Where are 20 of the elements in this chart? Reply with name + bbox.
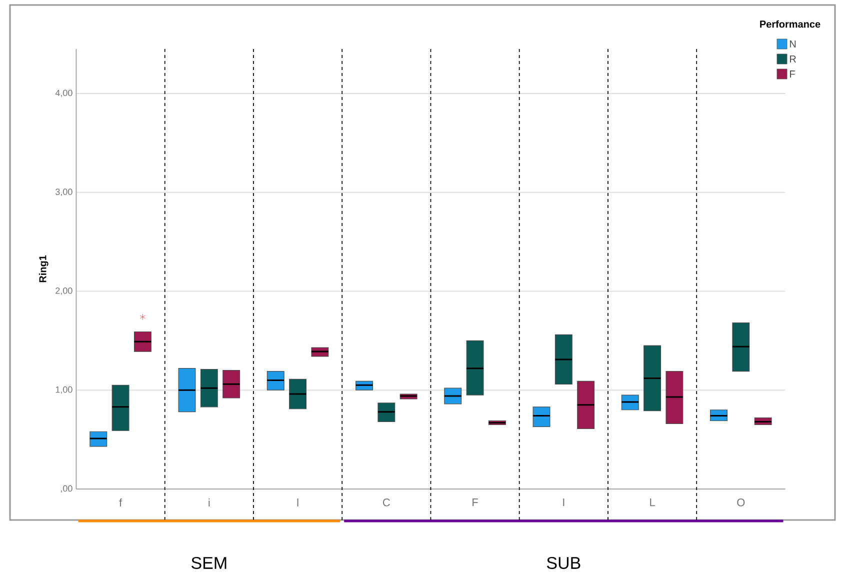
x-tick-label: O bbox=[737, 498, 745, 506]
x-tick-label: f bbox=[119, 498, 122, 506]
y-tick-label: 1,00 bbox=[56, 386, 72, 394]
text: SUB bbox=[546, 556, 580, 569]
y-tick-label: 2,00 bbox=[56, 287, 72, 295]
x-tick-label: F bbox=[472, 498, 478, 506]
legend-label: N bbox=[790, 40, 796, 48]
text: SEM bbox=[192, 556, 226, 569]
legend-label: F bbox=[790, 70, 795, 78]
y-tick-label: ,00 bbox=[60, 485, 72, 493]
x-tick-label: I bbox=[563, 498, 564, 506]
legend-title: Performance bbox=[760, 20, 820, 28]
legend-label: R bbox=[790, 56, 796, 62]
x-tick-label: L bbox=[650, 498, 655, 506]
y-tick-label: 4,00 bbox=[55, 90, 72, 98]
y-tick-label: 3,00 bbox=[56, 188, 72, 196]
x-tick-label: C bbox=[383, 498, 390, 506]
x-tick-label: l bbox=[297, 498, 298, 506]
y-axis-title: Ring1 bbox=[38, 255, 48, 282]
x-tick-label: i bbox=[208, 498, 210, 506]
